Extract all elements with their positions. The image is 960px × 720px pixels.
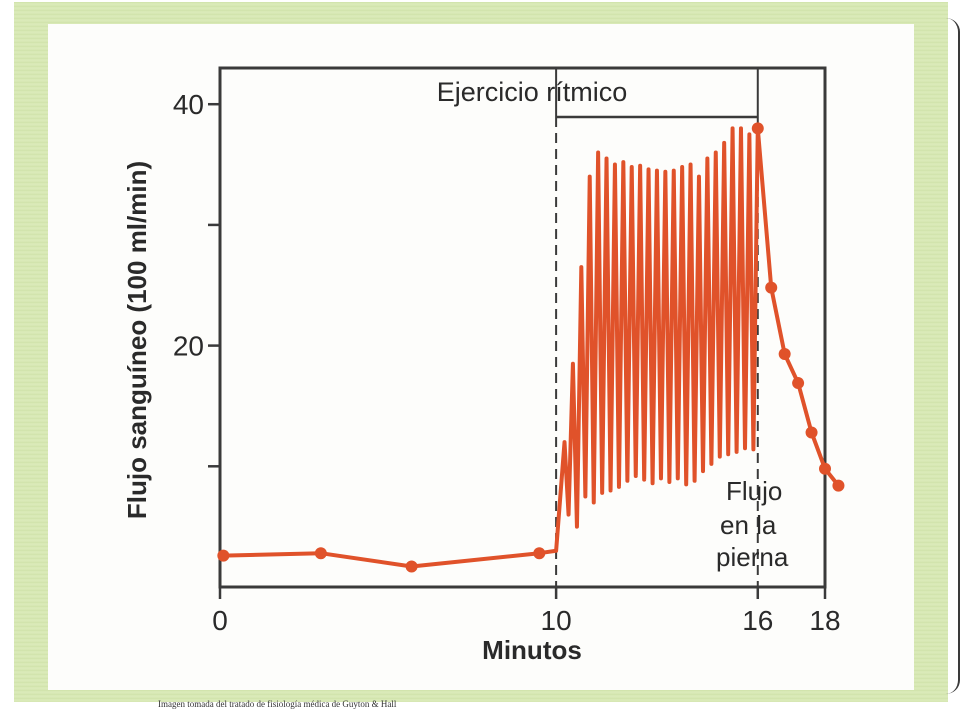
y-tick-label-1: 20 [173,331,204,362]
data-point-5 [765,281,778,294]
x-tick-label-3: 18 [809,605,840,636]
series-line [223,126,841,569]
slide-border [946,18,960,694]
y-axis-label: Flujo sanguíneo (100 ml/min) [122,161,152,519]
data-point-9 [819,462,831,475]
chart-panel [48,24,914,690]
data-point-3 [533,547,546,560]
x-axis-label: Minutos [482,635,582,665]
x-tick-label-2: 16 [742,605,773,636]
data-point-7 [792,377,805,390]
y-tick-label-3: 40 [173,89,204,120]
x-tick-label-1: 10 [541,605,572,636]
data-markers [217,122,845,573]
blood-flow-line [223,126,841,569]
plot-frame [218,66,827,589]
source-caption: Imagen tomada del tratado de fisiología … [158,699,397,709]
data-point-8 [805,426,818,439]
exercise-label: Ejercicio rítmico [437,77,628,107]
x-tick-label-0: 0 [212,605,228,636]
data-point-1 [314,547,327,560]
annotation-line-1: Flujo [726,476,782,506]
data-point-4 [751,122,764,135]
data-point-10 [832,479,845,492]
exercise-box [555,68,759,587]
annotation-line-3: pierna [716,542,789,572]
data-point-0 [217,549,230,562]
axes: 0 10 16 18 20 40 [173,89,841,636]
data-point-6 [778,348,791,361]
annotation-line-2: en la [720,510,777,540]
green-frame [14,2,948,702]
data-point-2 [405,560,418,573]
